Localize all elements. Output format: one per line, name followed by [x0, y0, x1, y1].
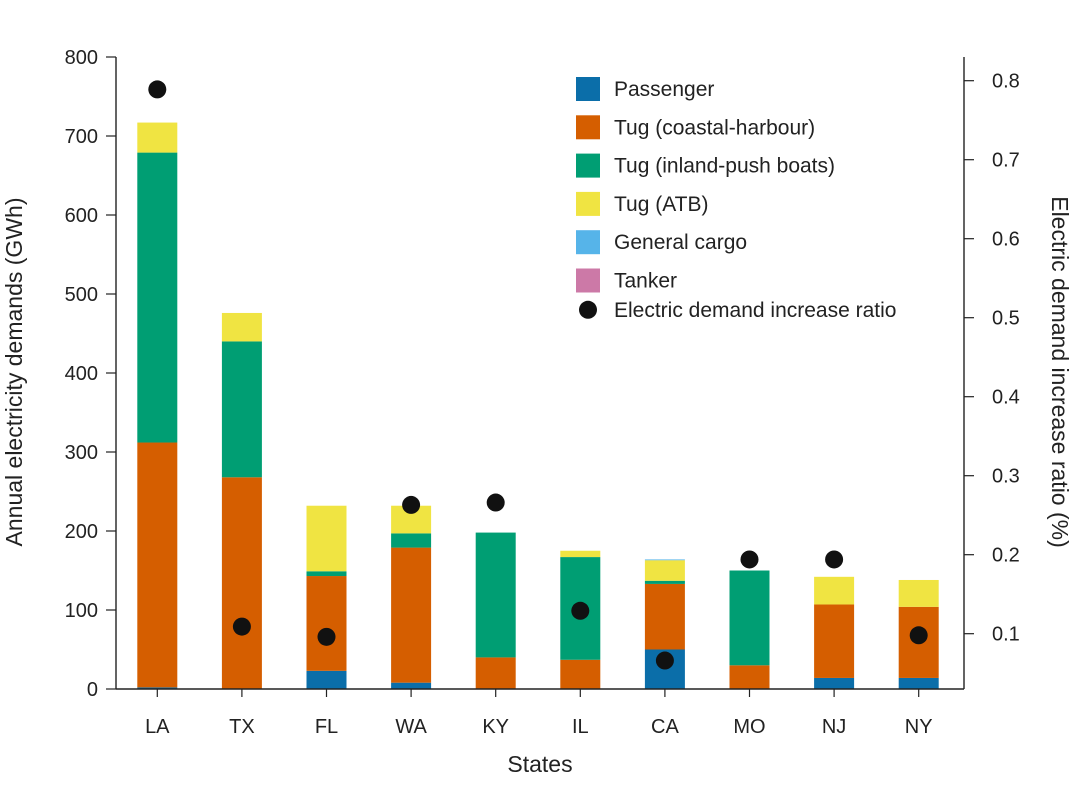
legend-swatch-5	[576, 268, 600, 293]
bar-segment-nj-1	[814, 604, 855, 678]
x-tick-label: FL	[315, 716, 338, 738]
legend-label-2: Tug (inland-push boats)	[614, 155, 835, 178]
bar-segment-ny-3	[898, 579, 939, 607]
y-tick-label: 600	[65, 205, 98, 227]
x-tick-label: KY	[482, 716, 509, 738]
bar-segment-la-3	[137, 122, 178, 153]
bar-segment-tx-3	[221, 312, 262, 342]
bar-segment-ky-1	[475, 657, 516, 689]
bar-segment-mo-1	[729, 665, 770, 689]
bar-segment-fl-3	[306, 505, 347, 572]
bar-segment-fl-0	[306, 670, 347, 689]
y-tick-label: 0	[87, 679, 98, 701]
x-tick-label: NY	[905, 716, 933, 738]
ratio-point-il	[571, 601, 590, 620]
ratio-point-nj	[825, 550, 844, 569]
ratio-point-mo	[740, 550, 759, 569]
bar-segment-ny-0	[898, 677, 939, 689]
bar-segment-la-0	[137, 687, 178, 689]
y-tick-label: 200	[65, 521, 98, 543]
bar-segment-la-2	[137, 152, 178, 443]
legend-label-0: Passenger	[614, 78, 714, 101]
y-tick-label: 300	[65, 442, 98, 464]
bar-segment-ca-1	[644, 583, 685, 650]
x-tick-label: MO	[733, 716, 765, 738]
bar-segment-ca-4	[644, 559, 685, 561]
bar-segment-tx-2	[221, 341, 262, 478]
x-axis-title: States	[507, 751, 572, 777]
y-right-tick-label: 0.6	[992, 229, 1020, 251]
bar-segment-wa-0	[391, 682, 432, 689]
legend-label-ratio: Electric demand increase ratio	[614, 299, 896, 322]
bars-layer	[137, 122, 939, 689]
bar-segment-la-1	[137, 442, 178, 688]
legend-label-1: Tug (coastal-harbour)	[614, 116, 815, 139]
ratio-point-ky	[486, 493, 505, 512]
x-tick-label: IL	[572, 716, 589, 738]
legend-swatch-0	[576, 77, 600, 101]
ratio-point-la	[148, 80, 167, 99]
legend: Passenger Tug (coastal-harbour) Tug (inlan…	[576, 77, 896, 322]
ratio-points-layer	[148, 80, 928, 670]
y-tick-label: 800	[65, 47, 98, 69]
bar-segment-il-1	[560, 659, 601, 689]
x-tick-label: LA	[145, 716, 170, 738]
ratio-point-ca	[655, 651, 674, 670]
y-right-tick-label: 0.3	[992, 466, 1020, 488]
y-right-tick-label: 0.5	[992, 308, 1020, 330]
y-right-tick-label: 0.1	[992, 624, 1020, 646]
bar-segment-nj-0	[814, 677, 855, 689]
legend-swatch-2	[576, 153, 600, 178]
bar-segment-fl-2	[306, 571, 347, 577]
bar-segment-fl-1	[306, 576, 347, 671]
y-right-tick-label: 0.4	[992, 387, 1020, 409]
legend-label-4: General cargo	[614, 231, 747, 254]
x-tick-label: WA	[395, 716, 427, 738]
x-tick-label: TX	[229, 716, 255, 738]
ratio-point-ny	[909, 626, 928, 645]
y-right-tick-label: 0.7	[992, 150, 1020, 172]
y-tick-label: 100	[65, 600, 98, 622]
y-tick-label: 500	[65, 284, 98, 306]
y-tick-label: 700	[65, 126, 98, 148]
legend-label-5: Tanker	[614, 270, 677, 293]
legend-label-3: Tug (ATB)	[614, 193, 709, 216]
bar-segment-il-3	[560, 550, 601, 558]
legend-swatch-4	[576, 230, 600, 255]
y-right-tick-label: 0.2	[992, 545, 1020, 567]
bar-segment-tx-1	[221, 477, 262, 689]
bar-segment-ky-2	[475, 532, 516, 658]
y-tick-label: 400	[65, 363, 98, 385]
axes-layer: LA TX FL WA KY IL CA MO NJ NY 0 100 200 300 400 500 600 7…	[65, 47, 1020, 738]
x-tick-label: CA	[651, 716, 679, 738]
y-axis-title: Annual electricity demands (GWh)	[1, 198, 27, 547]
legend-swatch-1	[576, 115, 600, 140]
bar-segment-ca-3	[644, 560, 685, 581]
bar-segment-mo-2	[729, 570, 770, 666]
legend-swatch-3	[576, 191, 600, 216]
ratio-point-fl	[317, 627, 336, 646]
bar-segment-wa-2	[391, 533, 432, 548]
bar-segment-nj-3	[814, 576, 855, 605]
y-right-tick-label: 0.8	[992, 71, 1020, 93]
ratio-point-tx	[232, 617, 251, 636]
bar-segment-wa-1	[391, 547, 432, 683]
y-axis-right-title: Electric demand increase ratio (%)	[1047, 196, 1073, 548]
x-tick-label: NJ	[822, 716, 846, 738]
bar-segment-ca-2	[644, 580, 685, 584]
ratio-point-wa	[402, 495, 421, 514]
legend-marker-ratio	[579, 300, 597, 319]
